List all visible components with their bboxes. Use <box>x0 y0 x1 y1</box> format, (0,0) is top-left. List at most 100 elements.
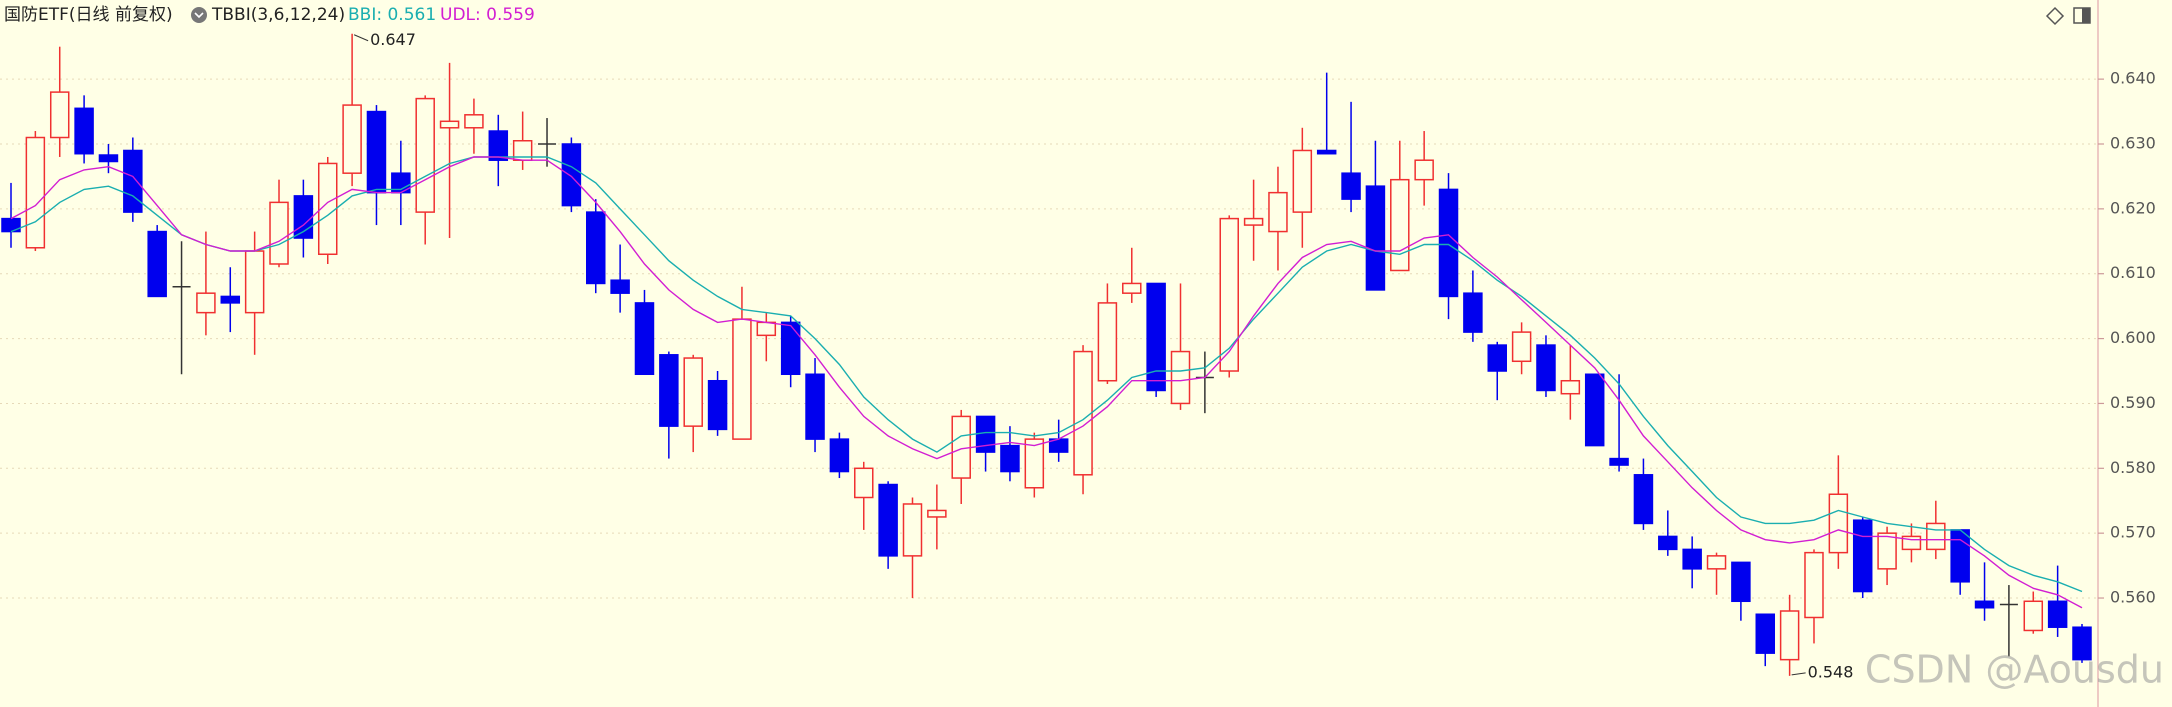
candle-body <box>1146 282 1166 392</box>
candle-body <box>1122 282 1142 294</box>
candle-body <box>196 292 216 314</box>
candle-body <box>634 302 655 376</box>
settings-icon[interactable] <box>191 7 207 23</box>
candle-body <box>1926 522 1946 551</box>
candle-body <box>1706 555 1727 570</box>
candle-body <box>1316 149 1337 155</box>
y-tick-label: 0.630 <box>2110 133 2156 152</box>
candle-body <box>756 321 777 337</box>
candle-body <box>1584 373 1605 447</box>
candle-body <box>1292 149 1313 213</box>
legend-entry: BBI: 0.561 <box>348 5 436 25</box>
annotation-pointer <box>1791 672 1806 676</box>
candle-body <box>342 104 362 174</box>
y-tick-label: 0.620 <box>2110 198 2156 217</box>
candle-body <box>707 379 728 431</box>
candle-body <box>1731 561 1751 603</box>
candle-body <box>1268 191 1288 233</box>
candle-body <box>74 107 94 155</box>
y-tick-label: 0.600 <box>2110 328 2156 347</box>
annotation-label: 0.548 <box>1808 662 1854 681</box>
candle-body <box>829 438 850 473</box>
candle-body <box>1877 532 1897 570</box>
candle-body <box>1779 610 1800 661</box>
candle-body <box>1536 344 1556 392</box>
candle-body <box>1804 551 1824 619</box>
settings-icon-glyph <box>194 12 204 19</box>
candle-body <box>1414 159 1434 181</box>
candle-body <box>1755 613 1776 654</box>
candle-body <box>683 357 703 427</box>
legend-entry: UDL: 0.559 <box>440 5 535 25</box>
candle-body <box>1073 350 1093 476</box>
candle-body <box>1170 350 1191 405</box>
candle-body <box>1024 438 1045 489</box>
candle-body <box>2047 600 2068 628</box>
candle-body <box>2023 600 2044 632</box>
candle-body <box>1852 519 1873 593</box>
candle-body <box>1438 188 1459 298</box>
chart-title: 国防ETF(日线 前复权) <box>4 5 173 25</box>
candle-body <box>1365 185 1386 291</box>
indicator-line <box>10 156 2083 593</box>
y-tick-label: 0.640 <box>2110 69 2156 88</box>
candle-body <box>854 467 874 499</box>
candle-body <box>951 415 971 479</box>
candle-body <box>1341 172 1361 200</box>
candle-body <box>464 114 484 129</box>
candle-body <box>805 373 825 440</box>
diamond-icon[interactable] <box>2045 6 2065 26</box>
candle-body <box>561 143 582 207</box>
candle-body <box>732 318 752 440</box>
candle-body <box>366 110 387 194</box>
candle-body <box>1682 548 1702 570</box>
indicator-name: TBBI(3,6,12,24) <box>211 5 345 25</box>
annotation-pointer <box>353 34 369 42</box>
candle-body <box>123 149 143 213</box>
indicator-line <box>10 156 2083 609</box>
candle-body <box>1511 331 1532 363</box>
candle-body <box>2072 626 2092 661</box>
candle-body <box>878 483 898 557</box>
candle-body <box>1633 474 1654 525</box>
candle-body <box>1487 344 1507 372</box>
candle-body <box>902 503 923 557</box>
candle-body <box>244 250 265 314</box>
candle-body <box>1219 217 1239 372</box>
candle-body <box>659 354 679 427</box>
panel-icon-fill <box>2082 8 2090 23</box>
y-tick-label: 0.580 <box>2110 458 2156 477</box>
candle-body <box>1950 529 1970 583</box>
candle-body <box>147 230 167 298</box>
candle-body <box>1243 217 1264 226</box>
candle-body <box>220 295 241 304</box>
candle-body <box>1658 535 1678 551</box>
candle-body <box>586 211 606 285</box>
candle-body <box>1390 178 1410 272</box>
candle-body <box>610 279 630 294</box>
candle-body <box>1974 600 1995 609</box>
y-tick-label: 0.570 <box>2110 523 2156 542</box>
candle-body <box>415 97 435 213</box>
candle-body <box>269 201 289 265</box>
candle-body <box>1560 379 1581 395</box>
y-tick-label: 0.610 <box>2110 263 2156 282</box>
candle-body <box>1463 292 1483 333</box>
candle-body <box>927 509 947 518</box>
y-tick-label: 0.590 <box>2110 393 2156 412</box>
candle-body <box>1000 444 1020 473</box>
candle-body <box>98 154 119 163</box>
candle-body <box>1097 302 1118 382</box>
candle-body <box>49 91 70 139</box>
plot: 0.560 0.570 0.580 0.590 0.600 0.610 0.620 0.630… <box>0 30 2156 681</box>
candle-body <box>439 120 460 129</box>
candle-body <box>488 130 509 161</box>
annotation-label: 0.647 <box>370 30 416 49</box>
candle-body <box>780 321 801 376</box>
candle-body <box>25 136 46 249</box>
candle-body <box>1828 493 1849 554</box>
watermark: CSDN @Aousdu <box>1865 648 2164 692</box>
y-tick-label: 0.560 <box>2110 588 2156 607</box>
candle-body <box>1609 457 1629 466</box>
